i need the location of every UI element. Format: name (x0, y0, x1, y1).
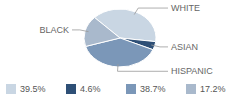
html-text:39.5%: 39.5% (20, 84, 46, 94)
html-text:17.2%: 17.2% (200, 84, 226, 94)
svg-text:WHITE: WHITE (171, 3, 200, 13)
svg-text:BLACK: BLACK (39, 25, 69, 35)
html-text:38.7%: 38.7% (140, 84, 166, 94)
html-text:4.6%: 4.6% (80, 84, 101, 94)
svg-text:HISPANIC: HISPANIC (171, 66, 213, 76)
svg-text:ASIAN: ASIAN (171, 42, 198, 52)
